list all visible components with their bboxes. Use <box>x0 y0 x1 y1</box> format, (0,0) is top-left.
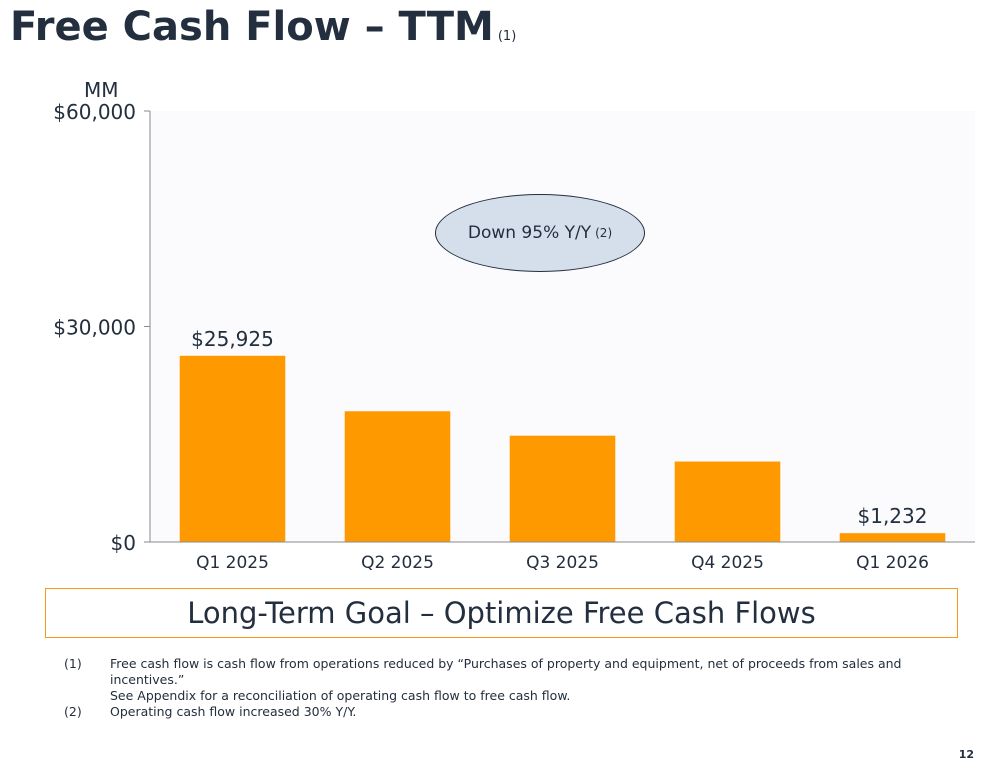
bar <box>674 461 781 542</box>
bar <box>179 355 286 542</box>
x-tick-label: Q1 2026 <box>856 553 929 573</box>
footnote-number: (1) <box>64 656 82 671</box>
footnote-text: Free cash flow is cash flow from operati… <box>110 656 964 704</box>
y-tick-label: $30,000 <box>53 316 136 340</box>
callout-ellipse: Down 95% Y/Y (2) <box>435 194 645 272</box>
title-footnote-ref: (1) <box>497 29 517 44</box>
page-number: 12 <box>958 748 974 761</box>
y-tick-label: $60,000 <box>53 100 136 124</box>
bar <box>839 533 946 542</box>
page-title: Free Cash Flow – TTM (1) <box>10 4 516 50</box>
callout-text: Down 95% Y/Y <box>467 223 592 243</box>
footnote-2: (2) Operating cash flow increased 30% Y/… <box>64 704 964 720</box>
data-label: $1,232 <box>858 504 928 528</box>
footnote-line: Free cash flow is cash flow from operati… <box>110 656 902 687</box>
footnote-number: (2) <box>64 704 82 719</box>
x-tick-label: Q1 2025 <box>196 553 269 573</box>
title-text: Free Cash Flow – TTM <box>10 4 494 50</box>
goal-banner: Long-Term Goal – Optimize Free Cash Flow… <box>45 588 958 638</box>
footnote-text: Operating cash flow increased 30% Y/Y. <box>110 704 964 720</box>
x-tick-label: Q4 2025 <box>691 553 764 573</box>
footnotes: (1) Free cash flow is cash flow from ope… <box>64 656 964 720</box>
x-tick-label: Q3 2025 <box>526 553 599 573</box>
callout-footnote-ref: (2) <box>595 226 613 240</box>
footnote-line: See Appendix for a reconciliation of ope… <box>110 688 571 703</box>
bar <box>344 411 451 542</box>
unit-label: MM <box>84 78 119 102</box>
footnote-1: (1) Free cash flow is cash flow from ope… <box>64 656 964 704</box>
data-label: $25,925 <box>191 327 274 351</box>
x-tick-label: Q2 2025 <box>361 553 434 573</box>
bar-chart: $0 $30,000 $60,000 Q1 2025 $25,925 Q2 2025 Q3 … <box>53 100 975 573</box>
y-tick-label: $0 <box>111 531 136 555</box>
bar <box>509 435 616 542</box>
footnote-line: Operating cash flow increased 30% Y/Y. <box>110 704 357 719</box>
